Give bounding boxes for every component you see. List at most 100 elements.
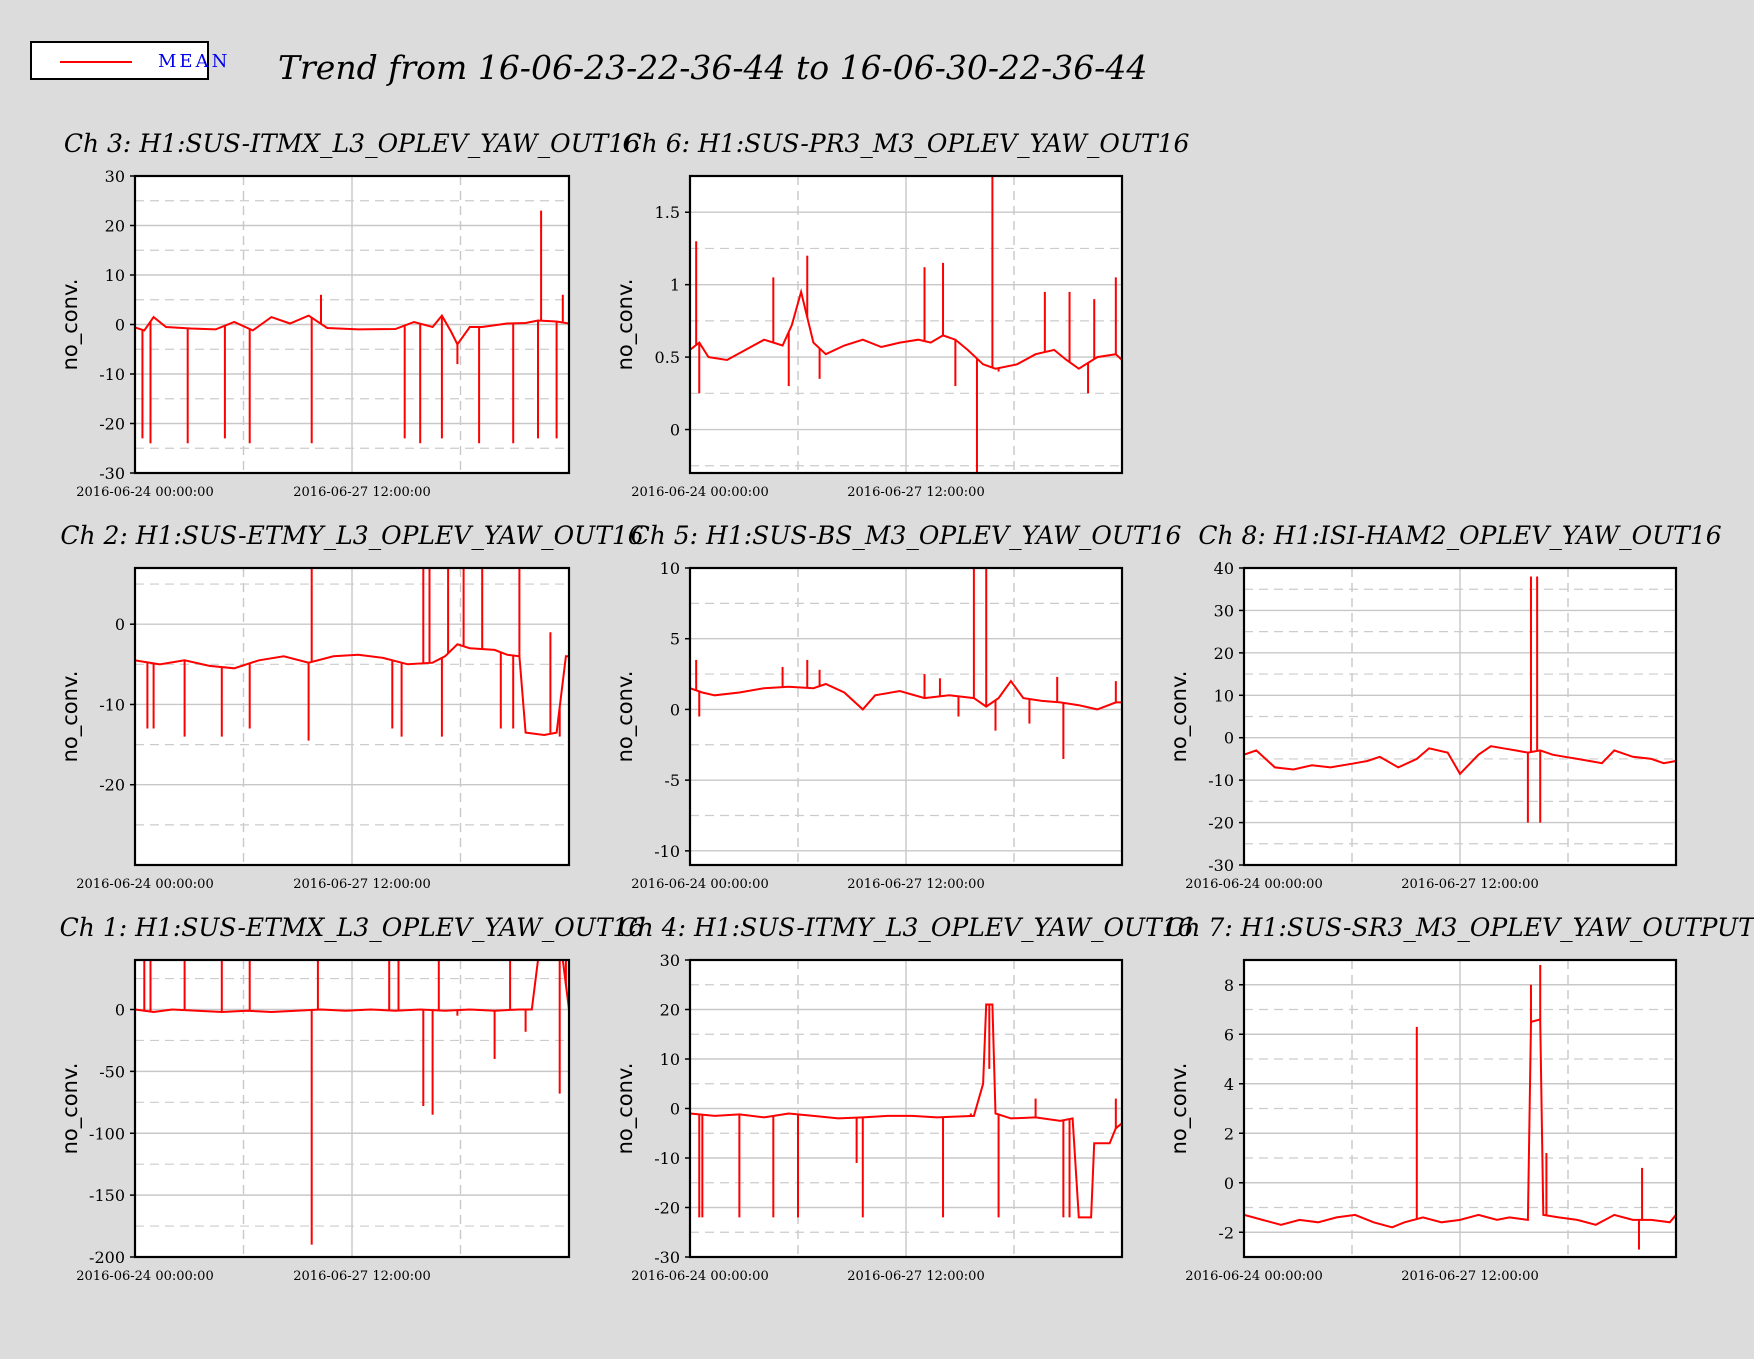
plot-frame [133,566,571,867]
y-tick-label: -5 [664,771,680,790]
y-tick-label: -20 [99,776,125,795]
y-tick-label: -30 [654,1248,680,1267]
y-tick-label: 20 [1214,644,1234,663]
chart-4: -10 -5 0 5 10 2016-06-24 00:00:00 2016-06-27 1… [613,521,1182,892]
chart-title: Ch 4: H1:SUS-ITMY_L3_OPLEV_YAW_OUT16 [619,913,1194,942]
y-tick-label: -20 [654,1199,680,1218]
x-tick-label: 2016-06-27 12:00:00 [1401,1269,1538,1284]
x-tick-label: 2016-06-24 00:00:00 [631,485,768,500]
y-tick-label: 0.5 [655,348,680,367]
chart-title: Ch 6: H1:SUS-PR3_M3_OPLEV_YAW_OUT16 [623,129,1190,158]
chart-title: Ch 3: H1:SUS-ITMX_L3_OPLEV_YAW_OUT16 [64,129,640,158]
y-tick-label: 5 [670,630,680,649]
series-group [690,568,1122,759]
y-axis-label: no_conv. [613,279,638,371]
y-tick-label: -10 [99,695,125,714]
y-tick-label: -10 [654,1149,680,1168]
x-tick-label: 2016-06-24 00:00:00 [1185,877,1322,892]
y-tick-label: 4 [1224,1075,1234,1094]
chart-title: Ch 8: H1:ISI-HAM2_OPLEV_YAW_OUT16 [1198,521,1721,550]
y-tick-label: -200 [89,1248,125,1267]
plot-frame [1242,958,1678,1259]
x-tick-label: 2016-06-27 12:00:00 [293,1269,430,1284]
legend-line-swatch [60,61,132,63]
y-axis-label: no_conv. [1167,1063,1192,1155]
y-tick-label: 10 [660,559,680,578]
y-tick-label: -30 [99,464,125,483]
series-group [1244,964,1676,1250]
y-tick-label: 2 [1224,1124,1234,1143]
chart-6: -200 -150 -100 -50 0 2016-06-24 00:00:00 2016-… [58,913,644,1284]
y-axis-label: no_conv. [58,671,83,763]
chart-1: -30 -20 -10 0 10 20 30 2016-06-24 00:00:00 2016-… [58,129,640,500]
x-tick-label: 2016-06-27 12:00:00 [847,1269,984,1284]
y-axis-label: no_conv. [58,1063,83,1155]
y-tick-label: 0 [670,1100,680,1119]
series-group [135,960,569,1245]
y-tick-label: 0 [115,316,125,335]
legend-label: MEAN [158,51,231,72]
y-tick-label: 0 [1224,729,1234,748]
x-tick-label: 2016-06-27 12:00:00 [1401,877,1538,892]
y-axis-label: no_conv. [58,279,83,371]
chart-title: Ch 1: H1:SUS-ETMX_L3_OPLEV_YAW_OUT16 [60,913,645,942]
plot-frame [688,174,1124,475]
x-tick-label: 2016-06-27 12:00:00 [293,877,430,892]
x-tick-label: 2016-06-24 00:00:00 [1185,1269,1322,1284]
series-line [690,1003,1122,1219]
y-tick-label: 20 [105,217,125,236]
y-tick-label: -100 [89,1124,125,1143]
chart-2: 0 0.5 1 1.5 2016-06-24 00:00:00 2016-06-27 12… [613,129,1190,500]
x-tick-label: 2016-06-27 12:00:00 [293,485,430,500]
y-tick-label: 40 [1214,559,1234,578]
chart-title: Ch 2: H1:SUS-ETMY_L3_OPLEV_YAW_OUT16 [60,521,643,550]
y-tick-label: -150 [89,1186,125,1205]
x-tick-label: 2016-06-24 00:00:00 [631,1269,768,1284]
x-tick-label: 2016-06-27 12:00:00 [847,877,984,892]
chart-3: -20 -10 0 2016-06-24 00:00:00 2016-06-27 12:… [58,521,644,892]
y-tick-label: 0 [115,615,125,634]
y-tick-label: -10 [99,365,125,384]
y-tick-label: -2 [1218,1223,1234,1242]
series-line [135,643,569,737]
series-group [690,176,1122,473]
y-tick-label: 1.5 [655,203,680,222]
x-tick-label: 2016-06-24 00:00:00 [76,485,213,500]
series-line [135,960,569,1014]
y-tick-label: -30 [1208,856,1234,875]
chart-title: Ch 5: H1:SUS-BS_M3_OPLEV_YAW_OUT16 [631,521,1182,550]
plot-frame [688,566,1124,867]
y-tick-label: 0 [115,1001,125,1020]
series-line [690,287,1122,370]
y-tick-label: 1 [670,276,680,295]
chart-5: -30 -20 -10 0 10 20 30 40 2016-06-24 00:00:00 201… [1167,521,1722,892]
x-tick-label: 2016-06-24 00:00:00 [76,1269,213,1284]
y-tick-label: 10 [660,1050,680,1069]
y-tick-label: 30 [105,167,125,186]
y-tick-label: -10 [654,842,680,861]
series-line [1244,745,1676,776]
series-group [690,1003,1122,1219]
x-tick-label: 2016-06-24 00:00:00 [76,877,213,892]
y-tick-label: 20 [660,1001,680,1020]
y-tick-label: 0 [1224,1174,1234,1193]
legend: MEAN [30,41,227,80]
y-tick-label: 30 [660,951,680,970]
y-tick-label: 0 [670,700,680,719]
series-group [135,568,569,741]
series-group [135,210,569,444]
series-line [1244,1018,1676,1229]
page-title: Trend from 16-06-23-22-36-44 to 16-06-30… [278,48,1148,87]
y-tick-label: 10 [1214,686,1234,705]
y-tick-label: 6 [1224,1025,1234,1044]
y-axis-label: no_conv. [1167,671,1192,763]
chart-7: -30 -20 -10 0 10 20 30 2016-06-24 00:00:00 2016-… [613,913,1194,1284]
series-line [135,313,569,347]
y-tick-label: 8 [1224,976,1234,995]
chart-title: Ch 7: H1:SUS-SR3_M3_OPLEV_YAW_OUTPUT [1165,913,1754,942]
plot-frame [1242,566,1678,867]
y-tick-label: 10 [105,266,125,285]
y-tick-label: -10 [1208,771,1234,790]
chart-8: -2 0 2 4 6 8 2016-06-24 00:00:00 2016-06-27 12:… [1165,913,1754,1284]
